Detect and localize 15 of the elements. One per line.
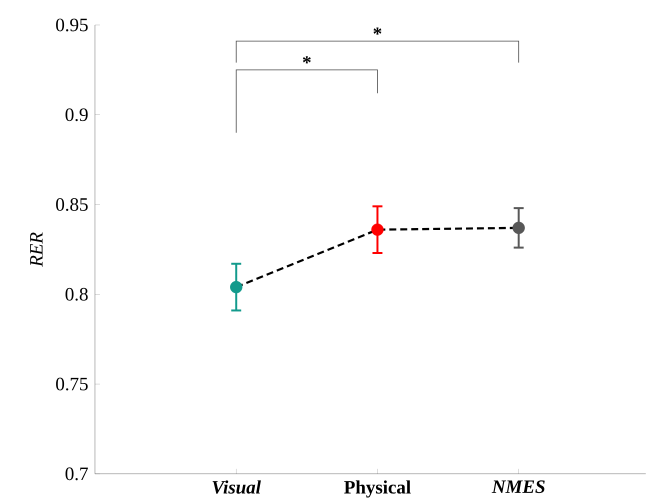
y-axis-title: RER [30, 232, 43, 267]
x-tick-label: Visual [212, 480, 261, 494]
y-tick-label: 0.85 [56, 198, 88, 212]
point [512, 222, 525, 234]
point [371, 224, 384, 236]
x-tick-label: Physical [344, 480, 411, 498]
y-tick-label: 0.9 [66, 108, 88, 122]
x-tick-label: NMES [492, 480, 545, 494]
annotation: * [374, 28, 382, 35]
y-tick-label: 0.8 [66, 288, 88, 301]
y-tick-label: 0.7 [66, 467, 88, 480]
point [230, 281, 242, 294]
y-tick-label: 0.95 [56, 18, 88, 32]
y-tick-label: 0.75 [56, 378, 88, 391]
annotation: * [302, 56, 311, 64]
